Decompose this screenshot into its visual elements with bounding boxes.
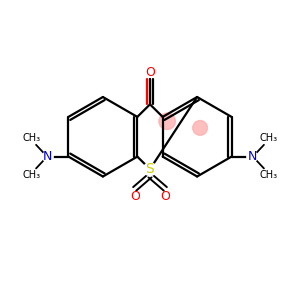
Circle shape (43, 151, 53, 162)
Text: O: O (160, 190, 170, 203)
Text: S: S (146, 162, 154, 176)
Circle shape (247, 151, 257, 162)
Circle shape (193, 121, 207, 135)
Text: CH₃: CH₃ (259, 170, 278, 181)
Text: N: N (43, 150, 52, 163)
Text: CH₃: CH₃ (22, 133, 41, 143)
Text: N: N (248, 150, 257, 163)
Circle shape (159, 113, 175, 130)
Text: CH₃: CH₃ (259, 133, 278, 143)
Text: CH₃: CH₃ (22, 170, 41, 181)
Circle shape (143, 163, 157, 176)
Text: O: O (130, 190, 140, 203)
Text: O: O (145, 66, 155, 80)
